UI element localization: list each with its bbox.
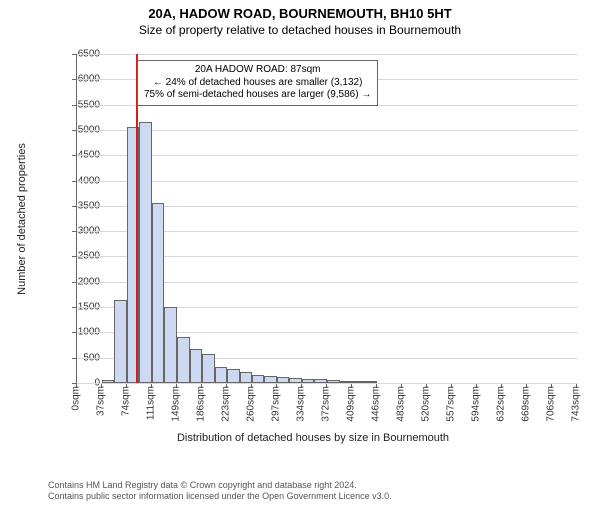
annotation-line-2: ← 24% of detached houses are smaller (3,…	[144, 77, 371, 90]
histogram-bar	[340, 381, 352, 383]
x-tick-label: 520sqm	[421, 386, 432, 422]
x-tick-label: 297sqm	[271, 386, 282, 422]
histogram-bar	[327, 380, 339, 383]
histogram-bar	[139, 122, 151, 383]
x-tick-label: 260sqm	[246, 386, 257, 422]
x-tick-label: 149sqm	[171, 386, 182, 422]
x-tick-label: 669sqm	[521, 386, 532, 422]
x-tick-label: 446sqm	[371, 386, 382, 422]
histogram-bar	[164, 307, 176, 383]
x-tick-label: 557sqm	[446, 386, 457, 422]
histogram-bar	[215, 367, 227, 383]
annotation-line-3: 75% of semi-detached houses are larger (…	[144, 89, 371, 102]
histogram-bar	[102, 380, 114, 383]
histogram-bar	[302, 379, 314, 383]
annotation-box: 20A HADOW ROAD: 87sqm← 24% of detached h…	[137, 60, 378, 106]
plot-area: 20A HADOW ROAD: 87sqm← 24% of detached h…	[76, 54, 578, 384]
x-tick-label: 186sqm	[196, 386, 207, 422]
annotation-line-1: 20A HADOW ROAD: 87sqm	[144, 64, 371, 77]
histogram-bar	[177, 337, 189, 383]
x-tick-label: 594sqm	[471, 386, 482, 422]
histogram-bar	[314, 379, 326, 383]
histogram-bar	[252, 375, 264, 383]
page-subtitle: Size of property relative to detached ho…	[0, 23, 600, 37]
x-tick-label: 409sqm	[346, 386, 357, 422]
gridline-h	[77, 54, 578, 55]
x-tick-label: 0sqm	[71, 386, 82, 410]
x-tick-label: 74sqm	[121, 386, 132, 416]
histogram-bar	[277, 377, 289, 383]
x-tick-label: 334sqm	[296, 386, 307, 422]
histogram-bar	[352, 381, 364, 383]
y-axis-title: Number of detached properties	[16, 143, 28, 295]
x-tick-label: 223sqm	[221, 386, 232, 422]
footer-line-2: Contains public sector information licen…	[48, 491, 392, 502]
histogram-bar	[190, 349, 202, 383]
x-tick-label: 111sqm	[146, 386, 157, 420]
footer-attribution: Contains HM Land Registry data © Crown c…	[48, 480, 392, 502]
x-axis-title: Distribution of detached houses by size …	[48, 432, 578, 444]
histogram-bar	[289, 378, 301, 383]
histogram-bar	[202, 354, 214, 383]
footer-line-1: Contains HM Land Registry data © Crown c…	[48, 480, 392, 491]
histogram-bar	[114, 300, 126, 384]
histogram-bar	[227, 369, 239, 383]
gridline-h	[77, 155, 578, 156]
chart-container: Number of detached properties 0500100015…	[48, 54, 578, 424]
gridline-h	[77, 181, 578, 182]
page-title: 20A, HADOW ROAD, BOURNEMOUTH, BH10 5HT	[0, 6, 600, 21]
x-tick-label: 743sqm	[571, 386, 582, 422]
gridline-h	[77, 130, 578, 131]
histogram-bar	[264, 376, 276, 383]
histogram-bar	[365, 381, 377, 383]
histogram-bar	[240, 372, 252, 383]
gridline-h	[77, 383, 578, 384]
histogram-bar	[152, 203, 164, 383]
x-tick-label: 632sqm	[496, 386, 507, 422]
x-tick-label: 37sqm	[96, 386, 107, 416]
x-tick-label: 706sqm	[546, 386, 557, 422]
x-tick-label: 483sqm	[396, 386, 407, 422]
x-tick-label: 372sqm	[321, 386, 332, 422]
